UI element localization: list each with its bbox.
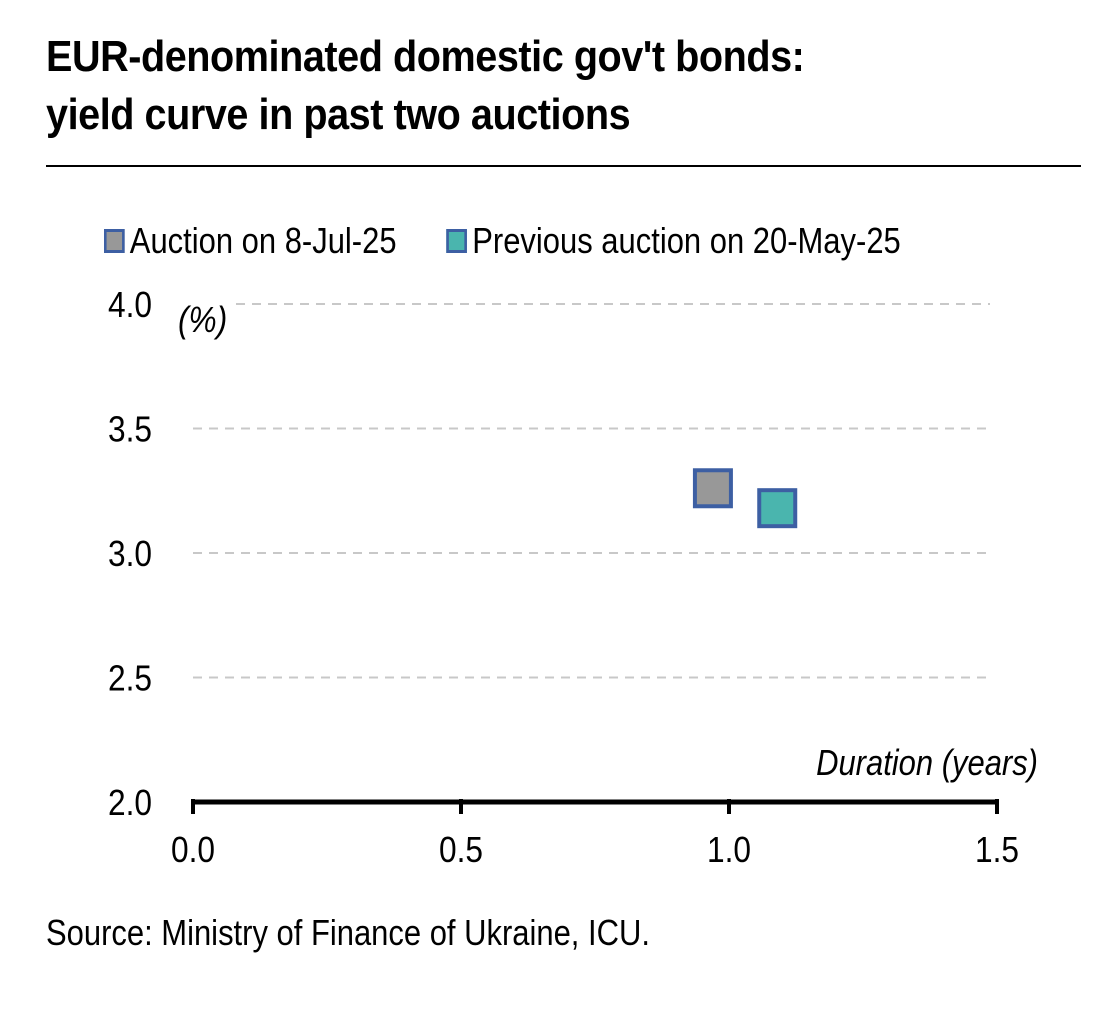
x-tick-label-0: 0.0: [171, 830, 215, 870]
y-axis-label: (%): [178, 300, 227, 340]
y-tick-label-2: 3.0: [108, 534, 152, 574]
chart-title-line-1: EUR-denominated domestic gov't bonds:: [46, 32, 805, 81]
y-tick-label-1: 2.5: [108, 659, 152, 699]
data-point-series-0-0: [692, 468, 733, 509]
y-tick-label-0: 2.0: [108, 783, 152, 823]
chart-title: EUR-denominated domestic gov't bonds: yi…: [46, 28, 982, 144]
chart-title-line-2: yield curve in past two auctions: [46, 90, 631, 139]
source-note: Source: Ministry of Finance of Ukraine, …: [46, 912, 650, 953]
x-tick-label-1: 0.5: [439, 830, 483, 870]
data-point-series-1-0: [757, 488, 798, 529]
x-tick-label-3: 1.5: [975, 830, 1019, 870]
legend-item-current: Auction on 8-Jul-25: [104, 220, 397, 262]
title-divider: [46, 165, 1081, 167]
legend-swatch-previous: [446, 229, 468, 253]
legend-label-current: Auction on 8-Jul-25: [129, 220, 397, 261]
legend-swatch-current: [104, 229, 125, 253]
legend-item-previous: Previous auction on 20-May-25: [446, 220, 901, 262]
chart-legend: Auction on 8-Jul-25 Previous auction on …: [104, 218, 951, 264]
y-tick-label-3: 3.5: [108, 410, 152, 450]
x-axis-label: Duration (years): [816, 744, 1038, 784]
x-tick-label-2: 1.0: [707, 830, 751, 870]
y-tick-clip-mask: [158, 280, 178, 330]
y-tick-label-4: 4.0: [108, 285, 152, 325]
legend-label-previous: Previous auction on 20-May-25: [472, 220, 901, 261]
